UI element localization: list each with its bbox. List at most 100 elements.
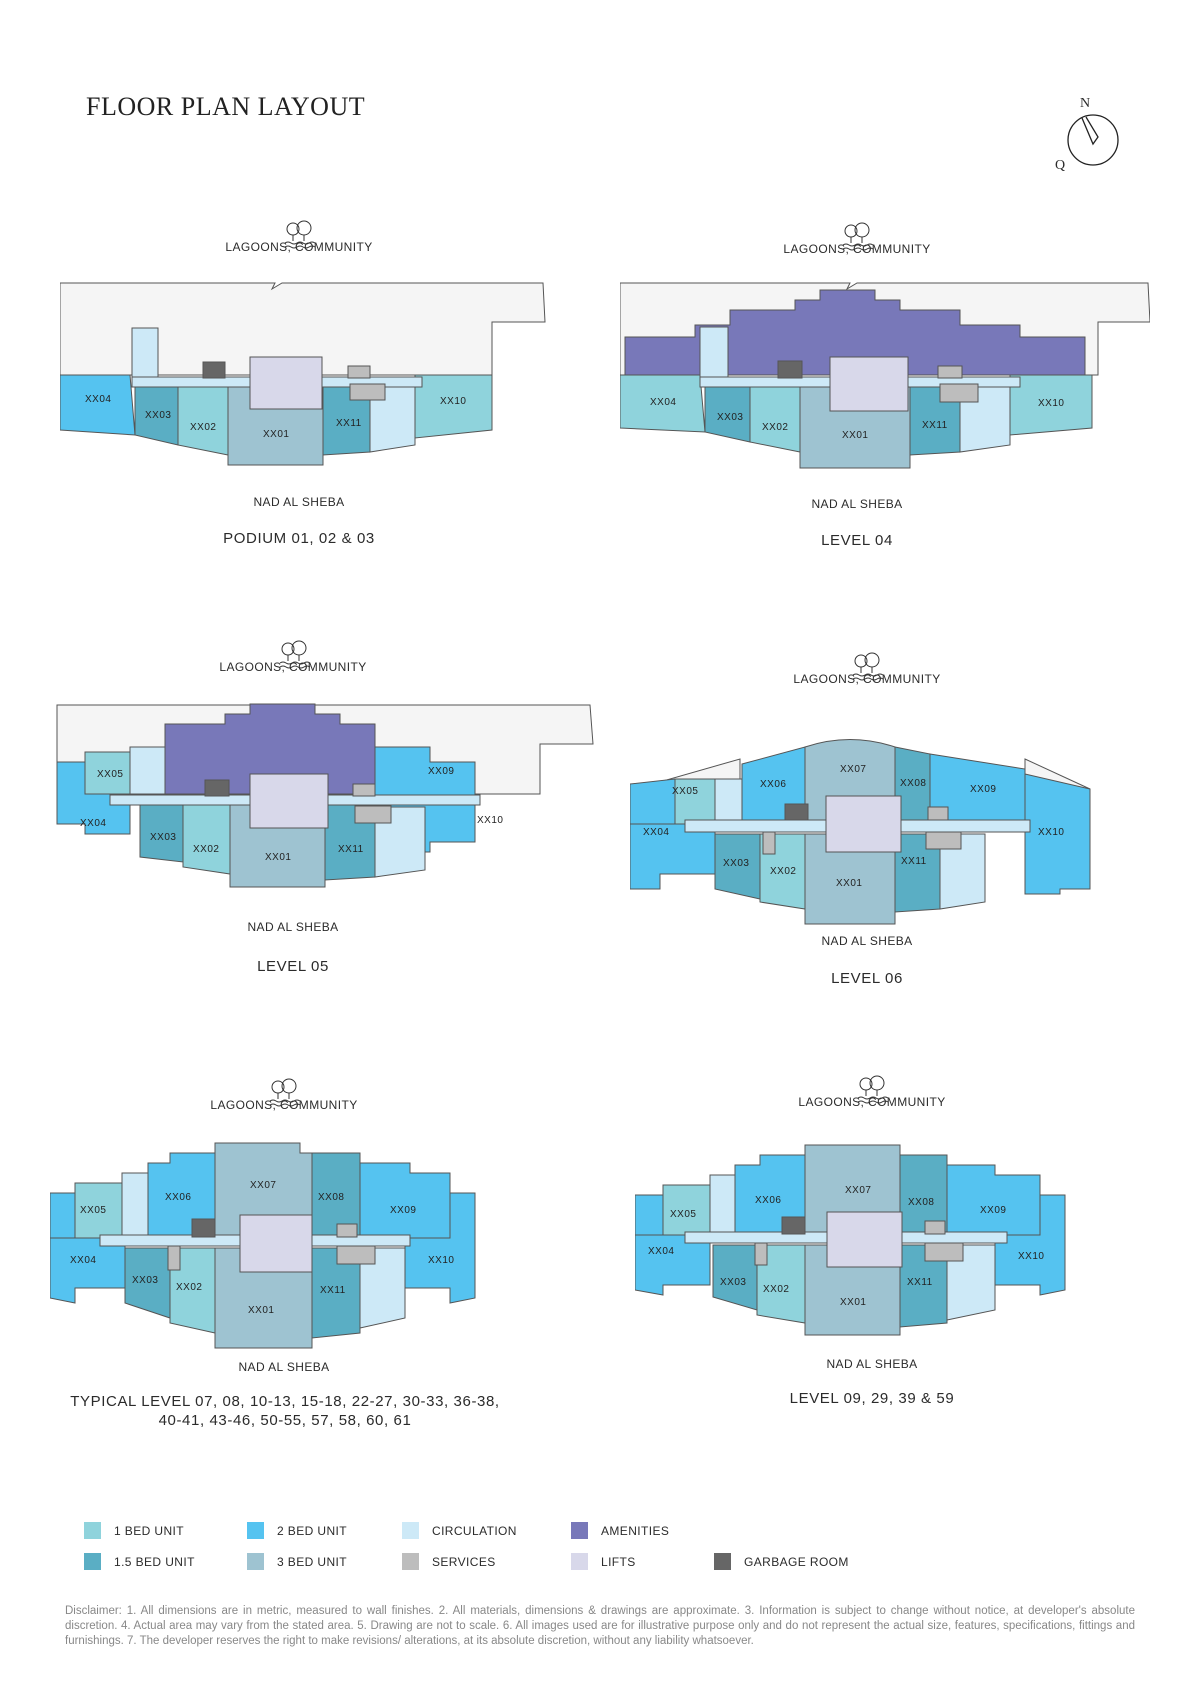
unit-label: XX07 xyxy=(250,1180,276,1191)
unit-label: XX04 xyxy=(648,1246,674,1257)
unit-label: XX04 xyxy=(70,1255,96,1266)
disclaimer: Disclaimer: 1. All dimensions are in met… xyxy=(65,1605,1135,1647)
legend-label: 1 BED UNIT xyxy=(114,1523,185,1538)
unit-label: XX08 xyxy=(318,1192,344,1203)
floor-plan-podium: LAGOONS, COMMUNITY XX04 XX03 XX02 XX01 X… xyxy=(60,220,620,620)
unit-label: XX03 xyxy=(150,832,176,843)
unit-label: XX09 xyxy=(390,1205,416,1216)
legend-label: LIFTS xyxy=(601,1554,636,1569)
unit-label: XX10 xyxy=(1038,398,1064,409)
bottom-label: NAD AL SHEBA xyxy=(247,920,339,934)
unit-label: XX04 xyxy=(643,827,669,838)
legend-swatch xyxy=(714,1553,731,1570)
plan-caption: LEVEL 09, 29, 39 & 59 xyxy=(789,1390,955,1407)
top-label: LAGOONS, COMMUNITY xyxy=(793,672,941,686)
page-title: FLOOR PLAN LAYOUT xyxy=(86,92,366,121)
legend-item: GARBAGE ROOM xyxy=(714,1553,849,1570)
unit-label: XX03 xyxy=(723,858,749,869)
lagoon-tree-icon xyxy=(279,640,311,669)
unit-label: XX03 xyxy=(720,1277,746,1288)
legend-swatch xyxy=(84,1522,101,1539)
unit-label: XX08 xyxy=(900,778,926,789)
unit-label: XX05 xyxy=(97,769,123,780)
legend-swatch xyxy=(402,1553,419,1570)
unit-label: XX09 xyxy=(428,766,454,777)
legend-swatch xyxy=(402,1522,419,1539)
legend-item: CIRCULATION xyxy=(402,1522,517,1539)
legend-item: 1.5 BED UNIT xyxy=(84,1553,195,1570)
unit-label: XX02 xyxy=(770,866,796,877)
bottom-label: NAD AL SHEBA xyxy=(826,1357,918,1371)
floor-plan-drawing: XX04 XX03 XX02 XX01 XX11 XX10 xyxy=(620,282,1150,469)
lagoon-tree-icon xyxy=(269,1078,301,1107)
unit-label: XX02 xyxy=(190,422,216,433)
unit-label: XX02 xyxy=(762,422,788,433)
plan-caption: LEVEL 06 xyxy=(831,970,903,987)
floor-plan-level-09: LAGOONS, COMMUNITY XX05 XX06 XX07 XX08 X… xyxy=(635,1075,1190,1475)
floor-plan-typical-level: LAGOONS, COMMUNITY XX05 XX06 XX07 XX08 X… xyxy=(45,1078,605,1478)
lagoon-tree-icon xyxy=(852,652,884,681)
lagoon-tree-icon xyxy=(842,222,874,251)
legend-label: AMENITIES xyxy=(601,1523,670,1538)
unit-label: XX01 xyxy=(840,1297,866,1308)
unit-label: XX07 xyxy=(845,1185,871,1196)
unit-label: XX04 xyxy=(85,394,111,405)
lagoon-tree-icon xyxy=(284,220,316,249)
unit-label: XX11 xyxy=(922,420,948,431)
legend-item: 1 BED UNIT xyxy=(84,1522,184,1539)
unit-label: XX01 xyxy=(263,429,289,440)
floor-plan-drawing: XX05 XX06 XX07 XX08 XX09 XX04 XX03 XX02 … xyxy=(630,739,1091,925)
legend: 1 BED UNIT 2 BED UNIT CIRCULATION AMENIT… xyxy=(84,1522,984,1592)
unit-label: XX07 xyxy=(840,764,866,775)
legend-item: 2 BED UNIT xyxy=(247,1522,347,1539)
unit-label: XX10 xyxy=(440,396,466,407)
unit-label: XX03 xyxy=(717,412,743,423)
unit-label: XX10 xyxy=(477,815,503,826)
unit-label: XX11 xyxy=(338,844,364,855)
plan-caption: TYPICAL LEVEL 07, 08, 10-13, 15-18, 22-2… xyxy=(70,1393,500,1410)
unit-label: XX06 xyxy=(760,779,786,790)
unit-label: XX04 xyxy=(80,818,106,829)
plan-caption: LEVEL 05 xyxy=(257,958,329,975)
bottom-label: NAD AL SHEBA xyxy=(811,497,903,511)
bottom-label: NAD AL SHEBA xyxy=(821,934,913,948)
legend-swatch xyxy=(84,1553,101,1570)
floor-plan-level-04: LAGOONS, COMMUNITY XX04 XX03 XX02 XX01 X… xyxy=(620,222,1180,622)
unit-label: XX05 xyxy=(670,1209,696,1220)
legend-label: 1.5 BED UNIT xyxy=(114,1554,195,1569)
legend-item: AMENITIES xyxy=(571,1522,669,1539)
unit-label: XX11 xyxy=(907,1277,933,1288)
legend-swatch xyxy=(571,1553,588,1570)
compass-icon xyxy=(1067,114,1119,166)
legend-label: CIRCULATION xyxy=(432,1523,517,1538)
unit-label: XX01 xyxy=(836,878,862,889)
plan-caption-line-2: 40-41, 43-46, 50-55, 57, 58, 60, 61 xyxy=(158,1412,412,1429)
bottom-label: NAD AL SHEBA xyxy=(253,495,345,509)
plan-caption: PODIUM 01, 02 & 03 xyxy=(223,530,375,547)
unit-label: XX01 xyxy=(248,1305,274,1316)
legend-swatch xyxy=(571,1522,588,1539)
unit-label: XX10 xyxy=(428,1255,454,1266)
unit-label: XX06 xyxy=(165,1192,191,1203)
compass-south-label: Q xyxy=(1055,158,1066,173)
unit-label: XX09 xyxy=(980,1205,1006,1216)
unit-label: XX05 xyxy=(672,786,698,797)
lagoon-tree-icon xyxy=(857,1075,889,1104)
floor-plan-drawing: XX05 XX04 XX03 XX02 XX01 XX11 XX09 XX10 xyxy=(56,703,594,888)
legend-label: SERVICES xyxy=(432,1554,496,1569)
unit-label: XX02 xyxy=(176,1282,202,1293)
unit-label: XX09 xyxy=(970,784,996,795)
unit-label: XX05 xyxy=(80,1205,106,1216)
top-label: LAGOONS, COMMUNITY xyxy=(219,660,367,674)
unit-label: XX10 xyxy=(1018,1251,1044,1262)
unit-label: XX06 xyxy=(755,1195,781,1206)
top-label: LAGOONS, COMMUNITY xyxy=(210,1098,358,1112)
unit-label: XX08 xyxy=(908,1197,934,1208)
legend-label: GARBAGE ROOM xyxy=(744,1554,849,1569)
north-compass: N Q xyxy=(1055,96,1135,176)
unit-label: XX01 xyxy=(842,430,868,441)
unit-label: XX11 xyxy=(320,1285,346,1296)
plan-caption: LEVEL 04 xyxy=(821,532,893,549)
floor-plan-drawing: XX04 XX03 XX02 XX01 XX11 XX10 xyxy=(60,282,546,466)
unit-label: XX03 xyxy=(132,1275,158,1286)
